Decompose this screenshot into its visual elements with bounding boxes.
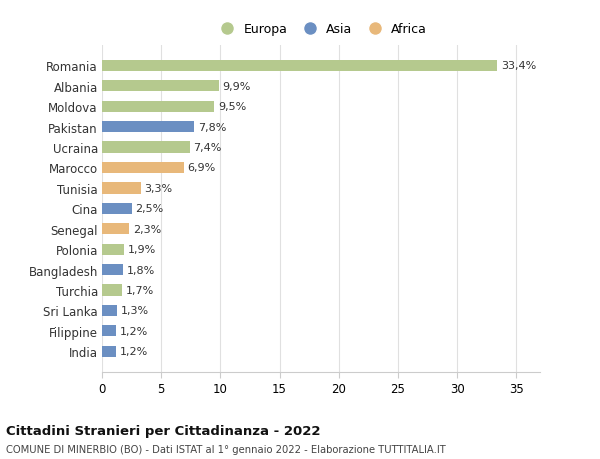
Legend: Europa, Asia, Africa: Europa, Asia, Africa (211, 20, 431, 40)
Bar (102, 325, 116, 336)
Text: 3,3%: 3,3% (145, 184, 173, 194)
Bar (102, 285, 122, 296)
Bar (102, 183, 141, 194)
Bar (102, 101, 214, 112)
Text: 9,9%: 9,9% (223, 82, 251, 92)
Text: 33,4%: 33,4% (501, 62, 536, 71)
Text: 1,2%: 1,2% (120, 326, 148, 336)
Text: 1,2%: 1,2% (120, 347, 148, 356)
Bar (102, 142, 190, 153)
Text: COMUNE DI MINERBIO (BO) - Dati ISTAT al 1° gennaio 2022 - Elaborazione TUTTITALI: COMUNE DI MINERBIO (BO) - Dati ISTAT al … (6, 444, 446, 454)
Bar (102, 346, 116, 357)
Text: 6,9%: 6,9% (187, 163, 215, 173)
Text: 2,3%: 2,3% (133, 224, 161, 234)
Text: 9,5%: 9,5% (218, 102, 246, 112)
Bar (102, 305, 118, 316)
Bar (102, 224, 129, 235)
Text: 1,9%: 1,9% (128, 245, 156, 255)
Bar (102, 81, 219, 92)
Text: 1,8%: 1,8% (127, 265, 155, 275)
Text: Cittadini Stranieri per Cittadinanza - 2022: Cittadini Stranieri per Cittadinanza - 2… (6, 425, 320, 437)
Text: 1,3%: 1,3% (121, 306, 149, 316)
Text: 2,5%: 2,5% (135, 204, 163, 214)
Bar (102, 122, 194, 133)
Text: 1,7%: 1,7% (125, 285, 154, 295)
Bar (102, 203, 131, 214)
Text: 7,4%: 7,4% (193, 143, 221, 153)
Bar (102, 162, 184, 174)
Bar (102, 61, 497, 72)
Bar (102, 264, 124, 275)
Text: 7,8%: 7,8% (198, 123, 226, 132)
Bar (102, 244, 124, 255)
